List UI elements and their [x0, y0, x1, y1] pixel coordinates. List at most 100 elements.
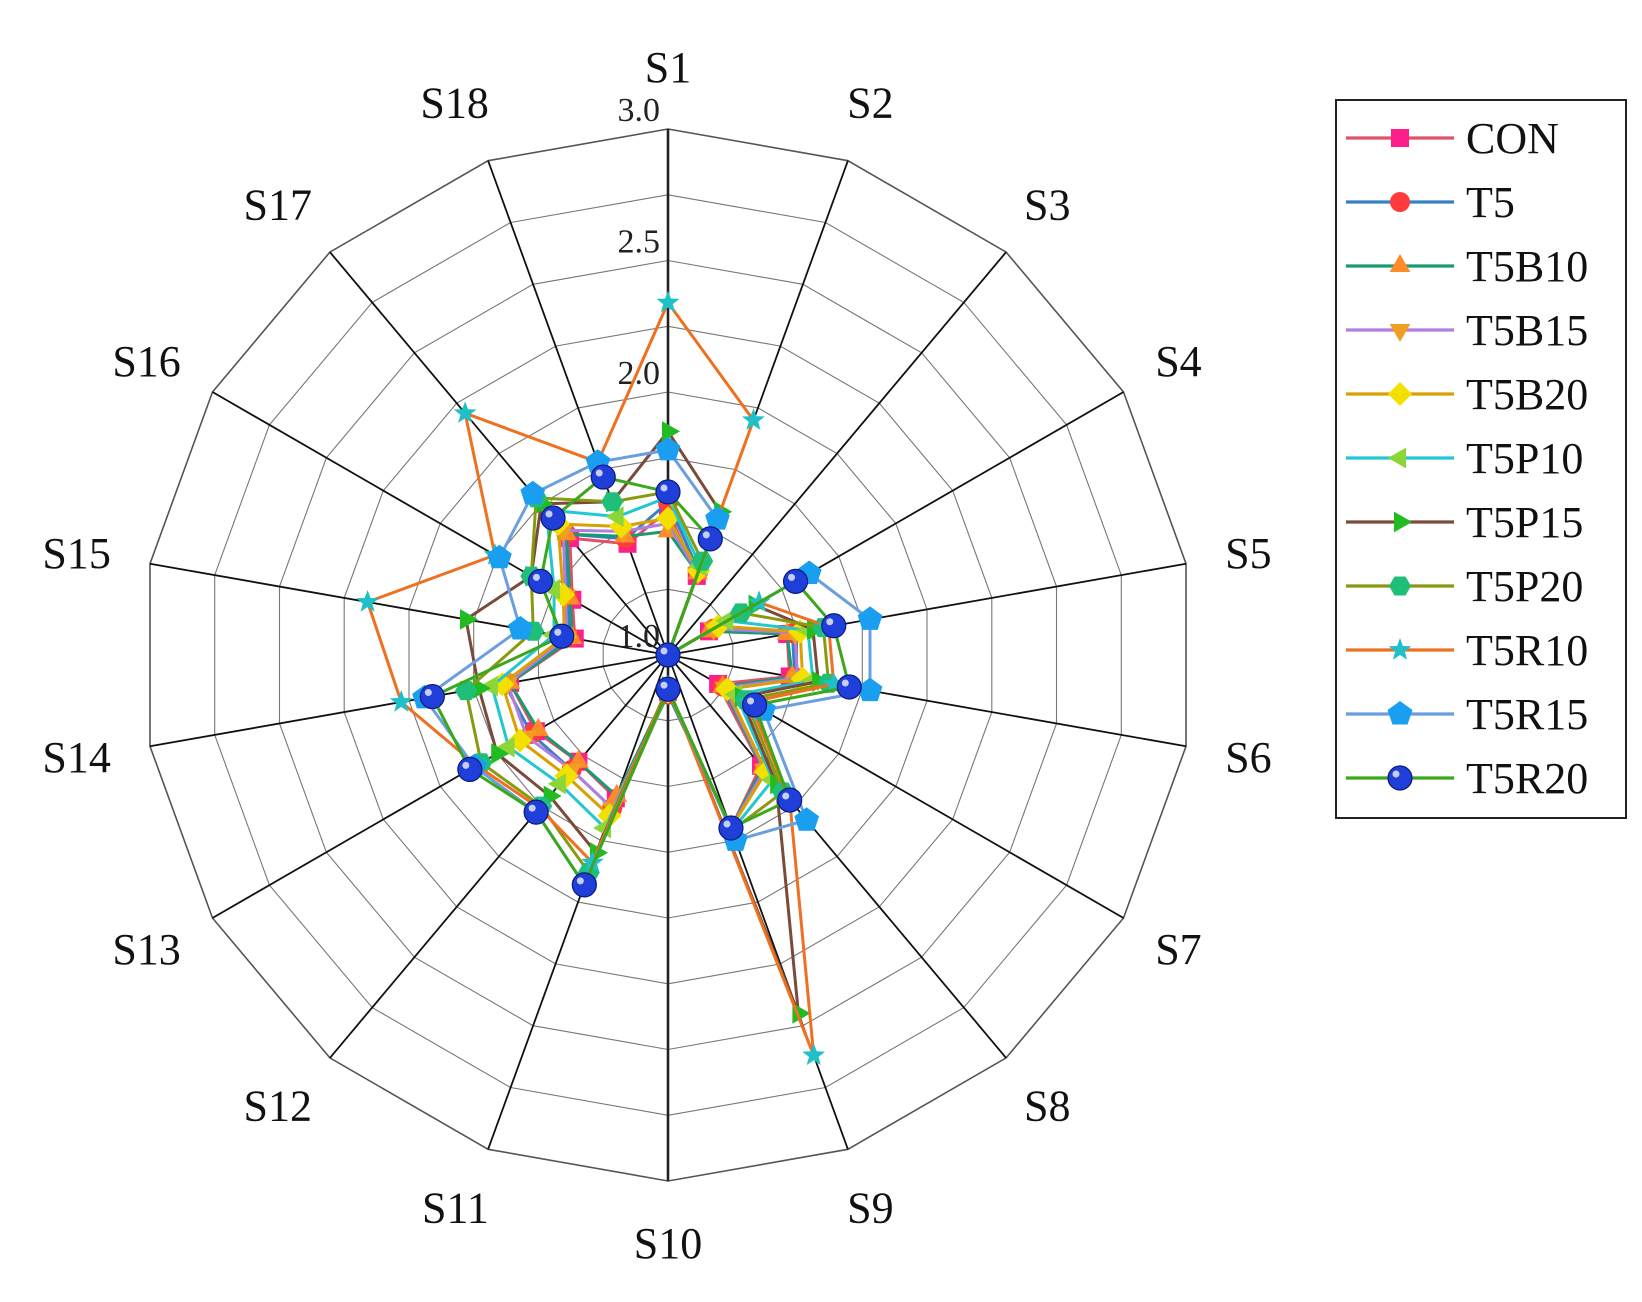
legend-marker-t5r20-highlight: [1392, 770, 1400, 778]
legend-label-t5r20: T5R20: [1466, 754, 1588, 803]
data-point-t5r20: [782, 568, 809, 594]
axis-label-s11: S11: [422, 1184, 489, 1233]
legend-marker-t5b15: [1389, 324, 1411, 342]
data-point-t5p15: [662, 421, 680, 442]
data-point-t5r10: [356, 590, 379, 612]
axis-label-s7: S7: [1155, 925, 1201, 974]
data-point-t5p15: [460, 609, 478, 630]
legend-marker-t5p15: [1394, 511, 1412, 533]
data-point-t5r20: [527, 568, 554, 594]
axis-label-s15: S15: [42, 529, 110, 578]
data-point-t5r20-highlight: [782, 792, 790, 800]
data-point-t5r20-highlight: [747, 697, 755, 705]
series-t5r20: [419, 464, 862, 898]
axis-label-s5: S5: [1225, 529, 1271, 578]
axis-label-s10: S10: [634, 1219, 702, 1268]
legend-marker-t5: [1390, 192, 1410, 212]
legend-marker-t5r20: [1387, 765, 1413, 791]
data-point-t5r20: [549, 623, 575, 649]
data-point-t5r20-highlight: [545, 510, 553, 518]
data-point-t5r20: [590, 464, 616, 490]
data-point-t5r20-highlight: [660, 681, 668, 689]
data-point-t5p10: [715, 610, 734, 632]
data-point-t5r20: [718, 815, 744, 841]
data-point-t5r15: [857, 677, 883, 702]
legend-marker-t5r15: [1387, 701, 1413, 725]
data-point-t5r20: [741, 692, 768, 718]
data-point-t5p20: [455, 681, 477, 701]
data-point-t5r20-highlight: [424, 689, 432, 697]
axis-label-s13: S13: [112, 925, 180, 974]
legend-marker-t5p20: [1389, 576, 1411, 596]
axis-label-s16: S16: [112, 337, 180, 386]
grid-spoke: [667, 562, 1187, 656]
data-point-t5p10: [496, 736, 515, 758]
data-point-t5r20: [523, 799, 549, 825]
data-point-t5r20: [419, 683, 445, 710]
tick-label: 1.0: [618, 618, 661, 655]
grid-spoke: [212, 391, 669, 656]
tick-label: 2.5: [618, 224, 661, 261]
data-point-t5p10: [542, 578, 561, 600]
data-point-t5r10: [656, 290, 680, 313]
axis-label-s3: S3: [1024, 181, 1070, 230]
data-point-t5r20-highlight: [462, 761, 470, 769]
data-point-t5p10: [547, 773, 566, 795]
axis-label-s17: S17: [244, 181, 312, 230]
data-point-t5p15: [792, 1003, 811, 1024]
data-point-t5p20: [601, 492, 624, 512]
data-point-t5r15: [857, 606, 883, 630]
data-point-t5r15: [655, 436, 681, 461]
legend-label-t5p10: T5P10: [1466, 434, 1583, 483]
data-point-t5r20: [571, 872, 597, 898]
data-point-t5r20-highlight: [826, 618, 834, 626]
legend: CON T5 T5B10 T5B15 T5B20 T5P10 T5P15 T5P20 T5R10…: [1335, 99, 1627, 819]
data-point-t5r20-highlight: [723, 820, 731, 828]
legend-marker-t5r10: [1388, 638, 1412, 660]
data-point-t5r15: [487, 544, 512, 569]
data-point-t5r20-highlight: [576, 877, 584, 885]
axis-label-s6: S6: [1225, 733, 1271, 782]
axis-label-s1: S1: [645, 43, 691, 92]
grid-spoke: [667, 654, 1187, 748]
legend-label-t5b15: T5B15: [1466, 306, 1588, 355]
data-point-t5r10: [389, 690, 413, 712]
data-point-t5r15: [705, 506, 730, 530]
series-layer: [356, 290, 883, 1066]
legend-label-con: CON: [1466, 114, 1559, 163]
data-point-t5r20-highlight: [660, 647, 668, 655]
grid-spoke: [212, 654, 669, 919]
grid-spoke: [487, 160, 669, 656]
grid-spoke: [329, 654, 669, 1059]
data-point-t5b10: [568, 749, 589, 768]
axis-label-s14: S14: [42, 733, 110, 782]
legend-marker-t5p10: [1388, 447, 1406, 469]
data-point-t5p15: [491, 743, 510, 764]
legend-label-t5r10: T5R10: [1466, 626, 1588, 675]
data-point-t5r20: [655, 676, 681, 702]
axis-labels: S1 S2 S3 S4 S5 S6 S7 S8 S9 S10 S11 S12 S13 S14 S15 S16 S…: [42, 43, 1271, 1268]
legend-label-t5r15: T5R15: [1466, 690, 1588, 739]
data-point-t5r20-highlight: [595, 469, 603, 477]
data-point-t5r20-highlight: [841, 679, 849, 687]
data-point-t5r10: [581, 850, 604, 873]
axis-label-s8: S8: [1024, 1081, 1070, 1130]
data-point-t5r10: [822, 672, 846, 694]
legend-label-t5p15: T5P15: [1466, 498, 1583, 547]
data-point-t5r20: [777, 787, 803, 813]
data-point-t5r15: [794, 807, 819, 831]
data-point-t5r20: [457, 756, 483, 783]
axis-label-s18: S18: [420, 79, 488, 128]
grid-spoke: [667, 654, 849, 1150]
data-point-t5r20: [655, 642, 681, 668]
legend-marker-t5b20: [1388, 382, 1412, 406]
axis-label-s9: S9: [847, 1184, 893, 1233]
legend-label-t5p20: T5P20: [1466, 562, 1583, 611]
data-point-t5p15: [472, 677, 491, 699]
data-point-t5r20-highlight: [528, 804, 536, 812]
legend-label-t5: T5: [1466, 178, 1515, 227]
grid-spoke: [329, 251, 669, 656]
data-point-t5r10: [802, 1043, 826, 1066]
data-point-t5r10: [453, 401, 477, 423]
